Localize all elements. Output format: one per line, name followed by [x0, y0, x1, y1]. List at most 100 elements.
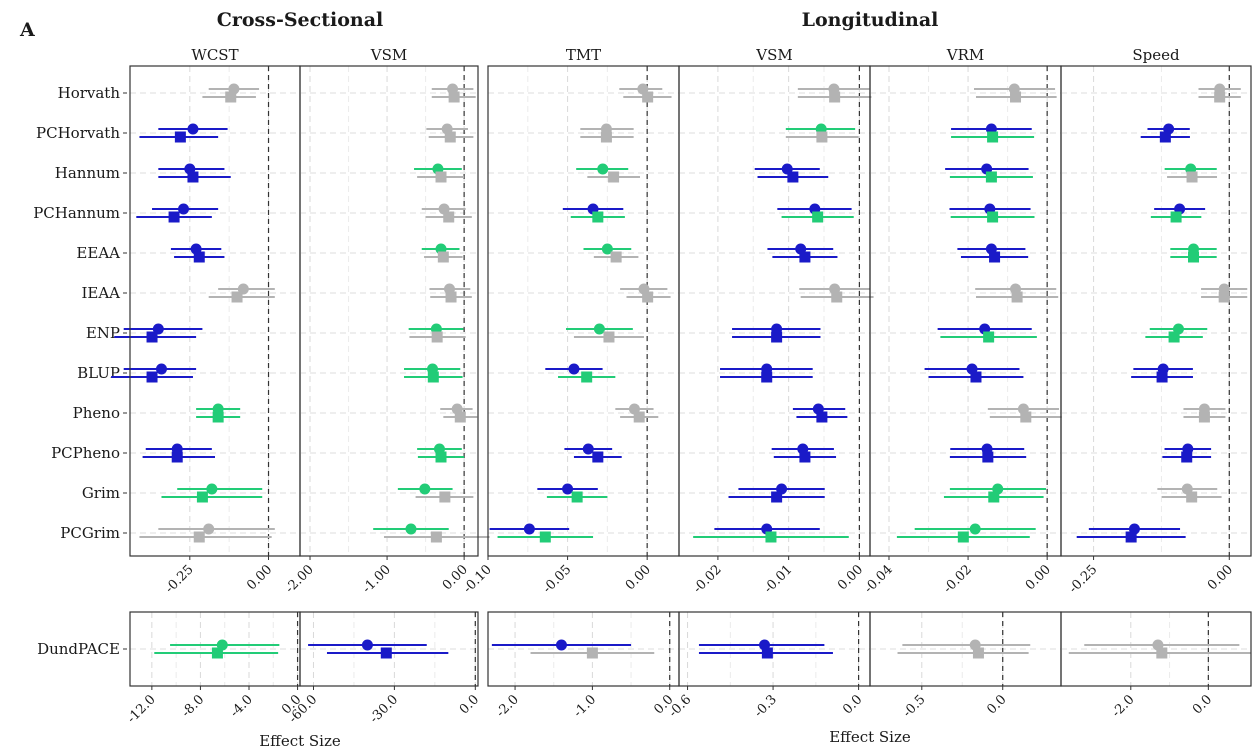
point-estimate: [168, 211, 180, 223]
facet-panel: VSM -0.02 -0.01 0.00: [678, 46, 874, 596]
point-estimate: [799, 251, 811, 263]
panel-frame: [487, 65, 680, 557]
point-estimate: [231, 291, 243, 303]
tick-label: -8.0: [179, 692, 207, 720]
point-estimate: [187, 171, 199, 183]
row-label: Horvath: [58, 84, 121, 102]
tick-label: -0.04: [862, 562, 896, 596]
point-estimate: [592, 211, 604, 223]
point-estimate: [771, 491, 783, 503]
point-estimate: [761, 647, 773, 659]
row-label: EEAA: [76, 244, 120, 262]
facet-panel-bottom: -2.0 -1.0 0.0: [487, 611, 680, 721]
facet-panel: Speed -0.25 0.00: [1060, 46, 1252, 596]
tick-label: -0.02: [941, 562, 975, 596]
tick-label: 0.0: [1190, 692, 1215, 717]
point-estimate: [642, 91, 654, 103]
point-estimate: [1010, 91, 1022, 103]
point-estimate: [193, 251, 205, 263]
point-estimate: [1011, 291, 1023, 303]
row-label: ENP: [86, 324, 120, 342]
point-estimate: [1159, 131, 1171, 143]
point-estimate: [155, 363, 167, 375]
point-estimate: [1186, 491, 1198, 503]
point-estimate: [427, 371, 439, 383]
panel-frame: [869, 65, 1062, 557]
point-estimate: [592, 451, 604, 463]
point-estimate: [970, 371, 982, 383]
point-estimate: [831, 291, 843, 303]
point-estimate: [193, 531, 205, 543]
point-estimate: [812, 211, 824, 223]
facet-panel: VRM -0.04 -0.02 0.00: [862, 46, 1062, 596]
row-label: PCHannum: [33, 204, 120, 222]
point-estimate: [174, 131, 186, 143]
tick-label: -0.25: [162, 562, 196, 596]
x-axis-label-cross-sectional: Effect Size: [259, 732, 341, 750]
tick-label: -0.5: [900, 692, 928, 720]
point-estimate: [1186, 171, 1198, 183]
point-estimate: [608, 171, 620, 183]
point-estimate: [443, 211, 455, 223]
x-axis-label-longitudinal: Effect Size: [829, 728, 911, 746]
point-estimate: [601, 243, 613, 255]
point-estimate: [983, 331, 995, 343]
point-estimate: [430, 531, 442, 543]
panel-frame: [678, 65, 871, 557]
point-estimate: [610, 251, 622, 263]
tick-label: -0.6: [666, 692, 694, 720]
point-estimate: [969, 523, 981, 535]
facet-panel-bottom: -0.5 0.0: [869, 611, 1062, 721]
point-estimate: [765, 531, 777, 543]
point-estimate: [435, 171, 447, 183]
point-estimate: [1198, 411, 1210, 423]
point-estimate: [987, 131, 999, 143]
row-labels: Horvath PCHorvath Hannum PCHannum EEAA IEAA EN…: [33, 84, 127, 658]
point-estimate: [593, 323, 605, 335]
row-label: Hannum: [55, 164, 120, 182]
panel-frame: [299, 611, 479, 687]
point-estimate: [761, 371, 773, 383]
facet-panel-bottom: -12.0 -8.0 -4.0 0.0: [125, 611, 304, 726]
tick-label: 0.0: [984, 692, 1009, 717]
row-label: PCPheno: [51, 444, 120, 462]
row-label: BLUP: [77, 364, 120, 382]
tick-label: -30.0: [367, 692, 401, 726]
facet-strip-label: WCST: [191, 46, 238, 64]
point-estimate: [1168, 331, 1180, 343]
point-estimate: [380, 647, 392, 659]
panel-letter: A: [19, 19, 35, 41]
point-estimate: [171, 451, 183, 463]
point-estimate: [642, 291, 654, 303]
tick-label: -4.0: [227, 692, 255, 720]
point-estimate: [571, 491, 583, 503]
point-estimate: [1156, 371, 1168, 383]
point-estimate: [597, 163, 609, 175]
tick-label: -1.00: [360, 562, 394, 596]
group-title-cross-sectional: Cross-Sectional: [217, 9, 383, 31]
tick-label: -0.02: [691, 562, 725, 596]
panel-frame: [129, 65, 301, 557]
point-estimate: [582, 443, 594, 455]
row-label: Pheno: [73, 404, 120, 422]
point-estimate: [555, 639, 567, 651]
point-estimate: [178, 203, 190, 215]
facet-panel-bottom: -60.0 -30.0 0.0: [286, 611, 482, 726]
panel-frame: [299, 65, 479, 557]
row-label: DundPACE: [37, 640, 120, 658]
point-estimate: [799, 451, 811, 463]
facet-panel: WCST -0.25 0.00: [111, 46, 301, 596]
point-estimate: [1181, 451, 1193, 463]
row-label: IEAA: [81, 284, 120, 302]
panels: WCST -0.25 0.00 -12.0 -8.0 -4.0 0.0 VSM -2.00 -1.…: [111, 46, 1252, 726]
facet-panel: VSM-2.00 -1.00 0.00: [283, 46, 490, 596]
point-estimate: [1214, 91, 1226, 103]
point-estimate: [988, 491, 1000, 503]
row-label: Grim: [82, 484, 120, 502]
facet-panel: TMT -0.10 -0.05 0.00: [461, 46, 680, 596]
point-estimate: [361, 639, 373, 651]
point-estimate: [435, 451, 447, 463]
tick-label: 0.0: [457, 692, 482, 717]
point-estimate: [206, 483, 218, 495]
